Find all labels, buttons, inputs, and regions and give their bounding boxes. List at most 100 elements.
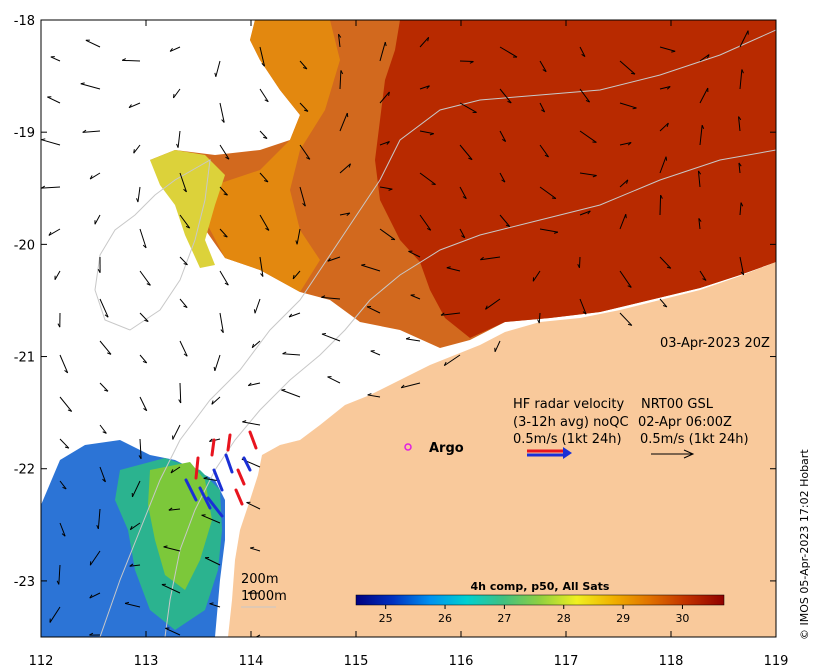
current-vector-arrowhead xyxy=(541,109,545,113)
current-vector-arrow xyxy=(82,130,101,133)
current-vector-arrowhead xyxy=(67,409,72,412)
current-vector-arrowhead xyxy=(585,99,590,103)
current-vector-arrow xyxy=(161,584,181,594)
current-vector-arrow xyxy=(619,142,632,146)
current-vector-arrowhead xyxy=(129,525,133,530)
current-vector-arrowhead xyxy=(146,283,151,286)
colorbar-tick-label: 26 xyxy=(438,612,452,625)
current-vector-arrow xyxy=(169,46,181,52)
current-vector-arrowhead xyxy=(247,590,252,594)
current-vector-arrowhead xyxy=(221,119,225,123)
current-vector-arrowhead xyxy=(740,271,745,276)
current-vector-arrowhead xyxy=(57,323,61,328)
x-tick-label: 112 xyxy=(29,654,54,669)
current-vector-arrow xyxy=(214,354,221,372)
x-tick-label: 117 xyxy=(554,654,579,669)
current-vector-arrow xyxy=(619,179,629,188)
current-vector-arrowhead xyxy=(666,86,671,90)
current-vector-arrowhead xyxy=(698,170,702,175)
current-vector-arrow xyxy=(459,102,477,113)
current-vector-arrow xyxy=(99,298,109,318)
current-vector-arrow xyxy=(699,54,710,62)
current-vector-arrowhead xyxy=(142,244,147,249)
current-vector-arrow xyxy=(532,270,541,282)
current-vector-arrowhead xyxy=(61,533,66,537)
current-vector-arrow xyxy=(246,502,261,510)
current-vector-arrowhead xyxy=(224,282,229,286)
sst-yellow-region xyxy=(150,150,225,268)
current-vector-arrow xyxy=(179,214,191,229)
current-vector-arrow xyxy=(408,250,421,258)
current-vector-arrow xyxy=(459,144,473,160)
current-vector-arrow xyxy=(139,354,148,364)
current-vector-arrow xyxy=(579,88,591,103)
current-vector-arrowhead xyxy=(446,266,451,269)
x-tick-label: 114 xyxy=(239,654,264,669)
current-vector-arrow xyxy=(179,172,187,193)
current-vector-arrowhead xyxy=(265,227,270,231)
current-vector-arrowhead xyxy=(346,212,351,216)
current-vector-arrowhead xyxy=(302,202,306,207)
current-vector-arrowhead xyxy=(440,312,445,316)
current-vector-arrow xyxy=(219,102,225,123)
current-vector-arrowhead xyxy=(321,333,326,335)
current-vector-arrowhead xyxy=(102,431,107,434)
current-vector-arrow xyxy=(419,130,434,135)
current-vector-arrow xyxy=(739,30,749,48)
current-vector-arrow xyxy=(659,122,669,132)
colorbar-ticks: 25 26 27 28 29 30 xyxy=(379,605,689,625)
current-vector-arrow xyxy=(177,130,181,148)
current-vector-arrow xyxy=(321,296,341,300)
current-vector-arrow xyxy=(339,112,348,132)
current-vector-arrow xyxy=(697,170,701,188)
current-vector-arrowhead xyxy=(537,319,540,324)
current-vector-arrowhead xyxy=(209,602,214,605)
current-vector-arrow xyxy=(485,298,501,310)
current-vector-arrow xyxy=(499,88,512,104)
nrt-scale-label: 0.5m/s (1kt 24h) xyxy=(640,432,749,447)
current-vector-arrow xyxy=(361,264,381,272)
current-vector-arrow xyxy=(619,312,633,326)
current-vector-arrowhead xyxy=(203,476,208,479)
current-vector-arrow xyxy=(659,46,676,52)
sst-hot-region xyxy=(375,20,776,338)
current-vector-arrow xyxy=(59,354,69,374)
current-vector-arrow xyxy=(122,641,140,649)
map-layers xyxy=(41,20,776,649)
current-vector-arrowhead xyxy=(121,58,127,61)
current-vector-arrow xyxy=(698,218,701,230)
date-label: 03-Apr-2023 20Z xyxy=(660,336,770,351)
current-vector-arrowhead xyxy=(41,185,46,189)
current-vector-arrowhead xyxy=(138,455,142,460)
current-vector-arrow xyxy=(179,256,188,266)
current-vector-arrow xyxy=(89,172,101,180)
current-vector-arrow xyxy=(327,256,341,262)
current-vector-arrow xyxy=(139,396,148,411)
current-vector-arrowhead xyxy=(400,384,405,389)
current-vector-arrowhead xyxy=(348,163,351,168)
current-vector-arrow xyxy=(406,338,421,342)
current-vector-arrowhead xyxy=(247,382,252,386)
argo-float-marker xyxy=(404,443,412,451)
current-vector-arrowhead xyxy=(169,47,173,52)
current-vector-arrowhead xyxy=(327,257,331,262)
current-vector-arrowhead xyxy=(740,202,744,207)
colorbar-title: 4h comp, p50, All Sats xyxy=(471,580,610,593)
y-tick-label: -19 xyxy=(14,126,35,141)
current-vector-arrow xyxy=(170,466,181,474)
x-tick-label: 116 xyxy=(449,654,474,669)
current-vector-arrow xyxy=(59,522,66,537)
current-vector-arrow xyxy=(379,91,390,104)
current-vector-arrow xyxy=(172,424,181,440)
current-vector-arrow xyxy=(259,256,264,277)
current-vector-arrowhead xyxy=(544,154,549,158)
current-vector-arrow xyxy=(446,267,461,272)
current-vector-arrowhead xyxy=(738,116,742,121)
current-vector-arrow xyxy=(259,130,268,139)
current-vector-arrowhead xyxy=(220,329,224,334)
current-vector-arrow xyxy=(739,202,742,216)
colorbar-tick-label: 29 xyxy=(616,612,630,625)
current-vector-arrowhead xyxy=(361,263,366,266)
current-vector-arrow xyxy=(168,508,181,511)
hf-title-label: HF radar velocity xyxy=(513,397,625,412)
